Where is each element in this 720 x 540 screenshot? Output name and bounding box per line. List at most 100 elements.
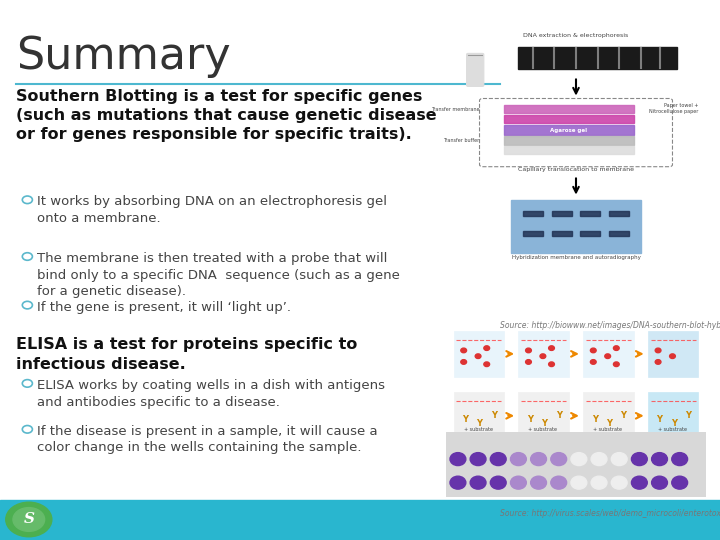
Text: S: S (23, 512, 35, 526)
Text: ELISA is a test for proteins specific to
infectious disease.: ELISA is a test for proteins specific to… (16, 338, 357, 372)
Text: ELISA works by coating wells in a dish with antigens
and antibodies specific to : ELISA works by coating wells in a dish w… (37, 379, 385, 409)
Circle shape (551, 453, 567, 465)
Text: Y: Y (671, 419, 677, 428)
Circle shape (549, 362, 554, 367)
Text: Y: Y (527, 415, 533, 423)
Circle shape (531, 453, 546, 465)
Circle shape (613, 362, 619, 367)
Circle shape (526, 360, 531, 365)
Bar (609, 211, 629, 216)
Text: Southern Blotting is a test for specific genes
(such as mutations that cause gen: Southern Blotting is a test for specific… (16, 89, 436, 143)
Circle shape (613, 346, 619, 350)
Circle shape (510, 476, 526, 489)
Text: Y: Y (491, 411, 497, 420)
Bar (552, 211, 572, 216)
Text: Source: http://virus.scales/web/demo_microcoli/enterotoxina/imagenes/portada.jpg: Source: http://virus.scales/web/demo_mic… (500, 509, 720, 518)
Circle shape (551, 476, 567, 489)
Text: Transfer buffer: Transfer buffer (444, 138, 480, 143)
Circle shape (450, 476, 466, 489)
Bar (552, 231, 572, 236)
Text: + substrate: + substrate (593, 427, 622, 433)
Circle shape (631, 476, 647, 489)
Circle shape (571, 453, 587, 465)
Bar (504, 115, 634, 123)
Text: Y: Y (541, 419, 547, 428)
Text: + substrate: + substrate (464, 427, 492, 433)
Bar (504, 136, 634, 145)
Circle shape (571, 476, 587, 489)
Text: Source: http://biowww.net/images/DNA-southern-blot-hybridiza.gif: Source: http://biowww.net/images/DNA-sou… (500, 321, 720, 330)
Text: Y: Y (556, 411, 562, 420)
Text: If the gene is present, it will ‘light up’.: If the gene is present, it will ‘light u… (37, 301, 292, 314)
Circle shape (475, 354, 481, 359)
Circle shape (590, 360, 596, 365)
Bar (454, 331, 504, 377)
Text: Y: Y (462, 415, 468, 423)
Bar (518, 331, 569, 377)
Bar (454, 392, 504, 437)
FancyBboxPatch shape (467, 53, 484, 86)
Circle shape (470, 453, 486, 465)
Circle shape (590, 348, 596, 353)
Text: Hybridization membrane and autoradiography: Hybridization membrane and autoradiograp… (512, 255, 640, 260)
Bar (523, 211, 543, 216)
Bar (504, 146, 634, 153)
Text: Y: Y (477, 419, 482, 428)
Circle shape (549, 346, 554, 350)
Text: Transfer membrane: Transfer membrane (431, 107, 480, 112)
Circle shape (13, 508, 45, 531)
Circle shape (490, 476, 506, 489)
Bar (609, 231, 629, 236)
Text: Y: Y (621, 411, 626, 420)
Circle shape (611, 476, 627, 489)
Bar (580, 231, 600, 236)
Bar (518, 392, 569, 437)
Circle shape (652, 453, 667, 465)
Bar (583, 392, 634, 437)
Text: Y: Y (606, 419, 612, 428)
Text: Y: Y (657, 415, 662, 423)
Text: If the disease is present in a sample, it will cause a
color change in the wells: If the disease is present in a sample, i… (37, 425, 378, 455)
Circle shape (605, 354, 611, 359)
Bar (583, 331, 634, 377)
Bar (523, 231, 543, 236)
Circle shape (531, 476, 546, 489)
Circle shape (510, 453, 526, 465)
Bar (504, 105, 634, 113)
Circle shape (631, 453, 647, 465)
Circle shape (611, 453, 627, 465)
Bar (511, 200, 641, 253)
Bar (0, 500, 720, 540)
Circle shape (470, 476, 486, 489)
Text: It works by absorbing DNA on an electrophoresis gel
onto a membrane.: It works by absorbing DNA on an electrop… (37, 195, 387, 225)
Circle shape (540, 354, 546, 359)
Bar (518, 47, 677, 69)
Circle shape (526, 348, 531, 353)
Bar (648, 392, 698, 437)
Circle shape (655, 348, 661, 353)
Circle shape (461, 348, 467, 353)
Circle shape (672, 476, 688, 489)
Circle shape (670, 354, 675, 359)
Text: Y: Y (685, 411, 691, 420)
Text: + substrate: + substrate (528, 427, 557, 433)
Text: Paper towel +
Nitrocellulose paper: Paper towel + Nitrocellulose paper (649, 103, 698, 114)
Text: Capillary translocation to membrane: Capillary translocation to membrane (518, 167, 634, 172)
Circle shape (450, 453, 466, 465)
Circle shape (655, 360, 661, 365)
Bar (648, 331, 698, 377)
Circle shape (461, 360, 467, 365)
Text: Y: Y (592, 415, 598, 423)
Circle shape (672, 453, 688, 465)
Text: Summary: Summary (16, 35, 230, 78)
Text: Agarose gel: Agarose gel (550, 128, 588, 133)
Circle shape (484, 362, 490, 367)
Text: The membrane is then treated with a probe that will
bind only to a specific DNA : The membrane is then treated with a prob… (37, 252, 400, 298)
Text: + substrate: + substrate (658, 427, 687, 433)
Circle shape (652, 476, 667, 489)
Bar (504, 125, 634, 135)
Text: DNA extraction & electrophoresis: DNA extraction & electrophoresis (523, 32, 629, 37)
Circle shape (6, 502, 52, 537)
Circle shape (484, 346, 490, 350)
Circle shape (591, 453, 607, 465)
